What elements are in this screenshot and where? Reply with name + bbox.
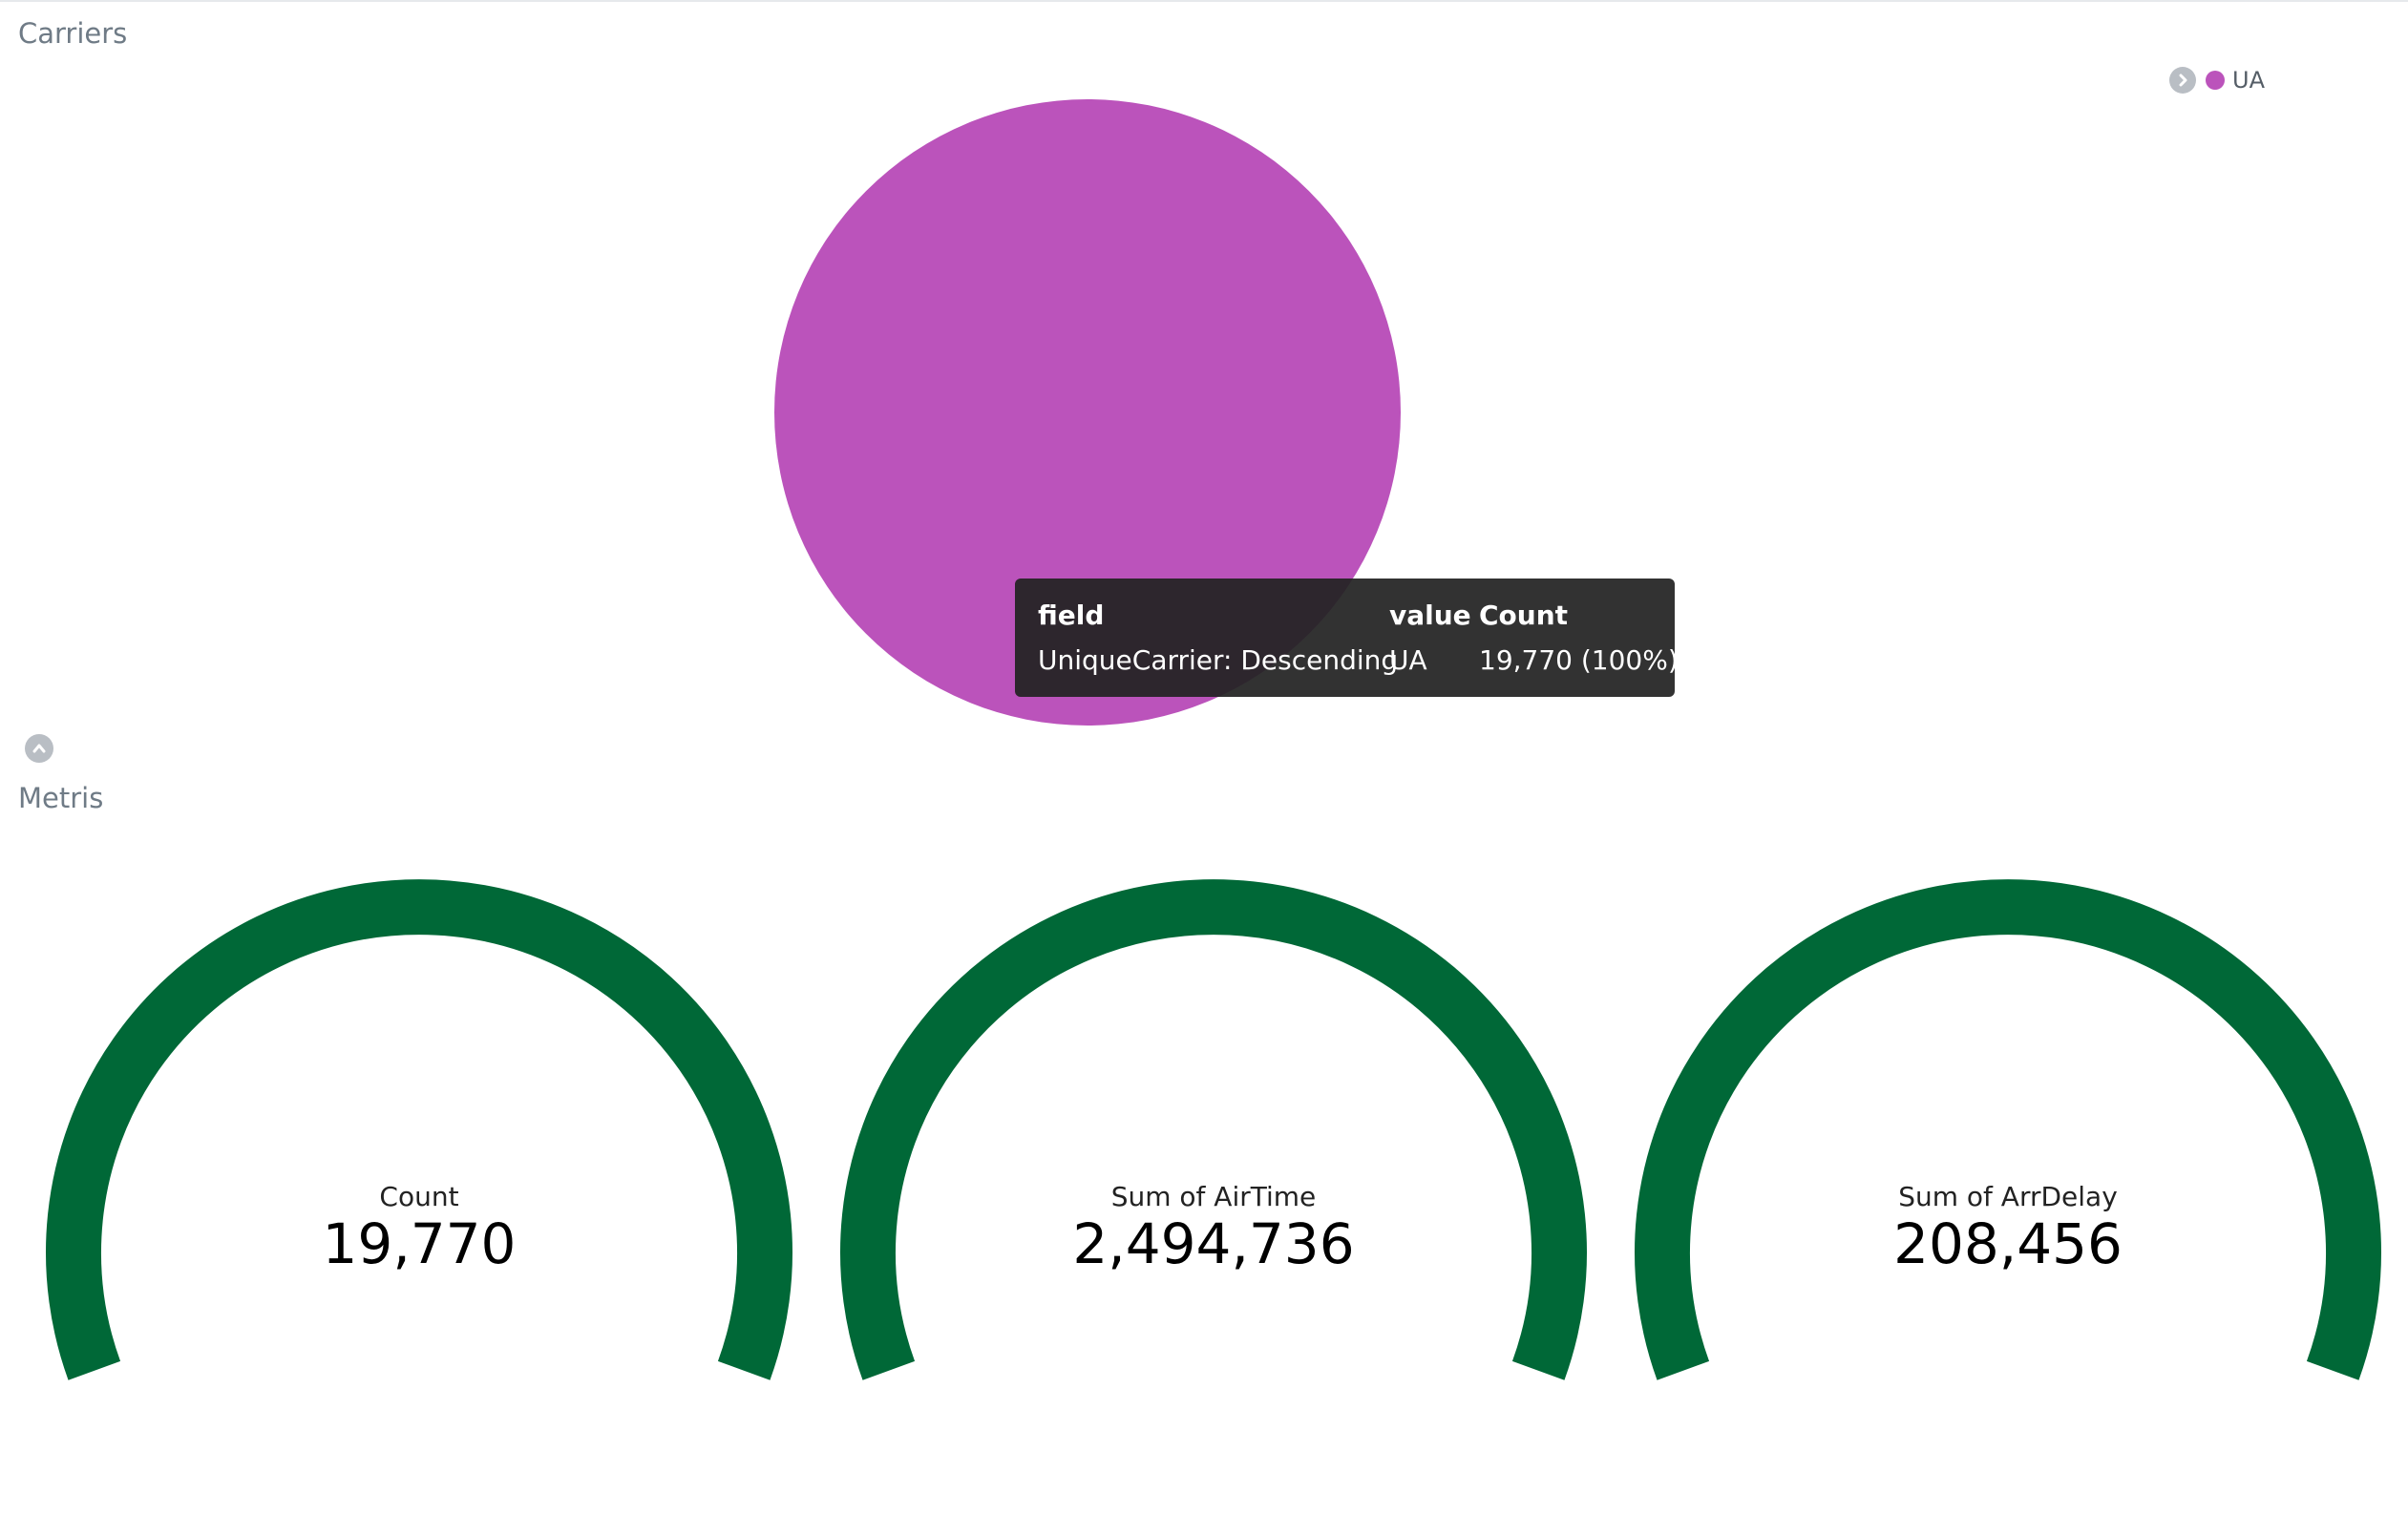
pie-slice-ua[interactable] <box>774 99 1401 726</box>
gauge-label-count: Count <box>379 1181 459 1212</box>
gauge-label-arrdelay: Sum of ArrDelay <box>1898 1181 2118 1212</box>
gauge-value-count: 19,770 <box>322 1211 517 1276</box>
pie-tooltip: field value Count UniqueCarrier: Descend… <box>1015 579 1679 697</box>
chevron-right-icon <box>2179 74 2187 87</box>
tooltip-cell-value: UA <box>1389 644 1427 676</box>
legend-toggle-button[interactable] <box>2169 67 2196 94</box>
tooltip-header-field: field <box>1038 600 1105 631</box>
legend-item-label[interactable]: UA <box>2232 67 2265 94</box>
chevron-up-icon <box>32 744 46 753</box>
tooltip-header-count: Count <box>1479 600 1569 631</box>
tooltip-header-value: value <box>1389 600 1471 631</box>
gauge-arc <box>840 879 1587 1380</box>
metrics-panel-title: Metris <box>18 782 104 814</box>
gauge-arc <box>46 879 792 1380</box>
carriers-panel-title: Carriers <box>18 17 128 50</box>
panel-collapse-button[interactable] <box>25 734 53 763</box>
gauge-value-airtime: 2,494,736 <box>1072 1211 1355 1276</box>
carriers-legend: UA <box>2169 67 2265 94</box>
legend-color-dot <box>2206 71 2225 90</box>
gauge-value-arrdelay: 208,456 <box>1893 1211 2123 1276</box>
top-border <box>0 0 2408 2</box>
gauge-label-airtime: Sum of AirTime <box>1110 1181 1317 1212</box>
gauge-arc <box>1635 879 2381 1380</box>
tooltip-cell-field: UniqueCarrier: Descending <box>1038 644 1399 676</box>
carriers-pie-chart <box>774 99 1401 726</box>
tooltip-cell-count: 19,770 (100%) <box>1479 644 1679 676</box>
